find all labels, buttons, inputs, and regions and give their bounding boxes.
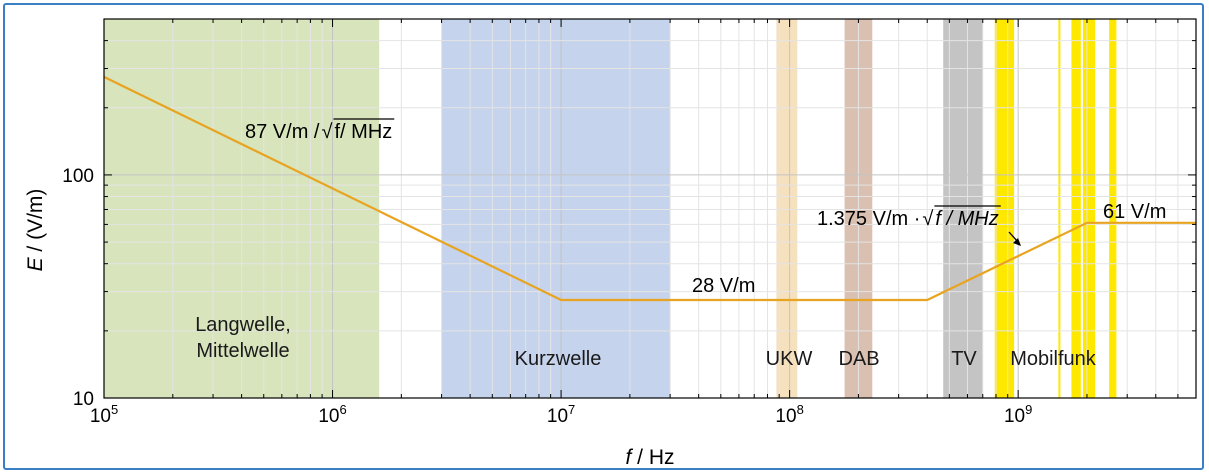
band-mobilfunk-8 — [1082, 19, 1096, 398]
annotation-text: 61 V/m — [1103, 201, 1166, 223]
annotation-text: 28 V/m — [692, 275, 755, 297]
band-label-kurzwelle: Kurzwelle — [515, 348, 602, 370]
band-mobilfunk-6 — [1058, 19, 1061, 398]
band-label-langwelle: Langwelle, Mittelwelle — [195, 314, 291, 362]
band-mobilfunk-9 — [1109, 19, 1117, 398]
x-tick-label-10e7: 107 — [547, 402, 575, 427]
arrow-head — [1013, 238, 1021, 246]
sqrt-symbol: √ — [922, 208, 933, 230]
annotation-arrow — [1008, 231, 1021, 246]
sqrt-radicand: f/ MHz — [334, 121, 392, 143]
axis-ticks — [103, 18, 1197, 399]
x-axis-label: f / Hz — [625, 446, 675, 469]
x-tick-label-10e6: 106 — [318, 402, 346, 427]
sqrt-symbol: √ — [321, 121, 332, 143]
y-axis-label: E / (V/m) — [24, 188, 47, 272]
annotation-text: 1.375 V/m · — [817, 208, 920, 230]
annotation-28: 28 V/m — [692, 275, 755, 297]
annotation-1375: 1.375 V/m · √ f / MHz — [817, 205, 1001, 230]
band-ukw — [776, 19, 798, 398]
x-tick-label-10e5: 105 — [90, 402, 118, 427]
annotation-61: 61 V/m — [1103, 201, 1166, 223]
band-label-mobilfunk: Mobilfunk — [1010, 348, 1097, 370]
chart-frame — [3, 3, 1204, 470]
band-label-ukw: UKW — [766, 348, 813, 370]
x-tick-label-10e8: 108 — [775, 402, 803, 427]
annotation-text: 87 V/m / — [245, 121, 320, 143]
y-tick-label-100: 100 — [62, 166, 94, 187]
plot-area-border — [103, 18, 1197, 399]
series-line-0 — [103, 75, 1196, 302]
band-kurzwelle — [441, 19, 671, 398]
band-label-tv: TV — [951, 348, 977, 370]
y-tick-label-10: 10 — [73, 389, 94, 410]
annotation-87: 87 V/m / √ f/ MHz — [245, 118, 395, 143]
band-mobilfunk-7 — [1071, 19, 1081, 398]
x-tick-label-10e9: 109 — [1004, 402, 1032, 427]
sqrt-radicand: f / MHz — [935, 208, 998, 230]
band-mobilfunk — [994, 19, 1015, 398]
band-label-dab: DAB — [838, 348, 879, 370]
